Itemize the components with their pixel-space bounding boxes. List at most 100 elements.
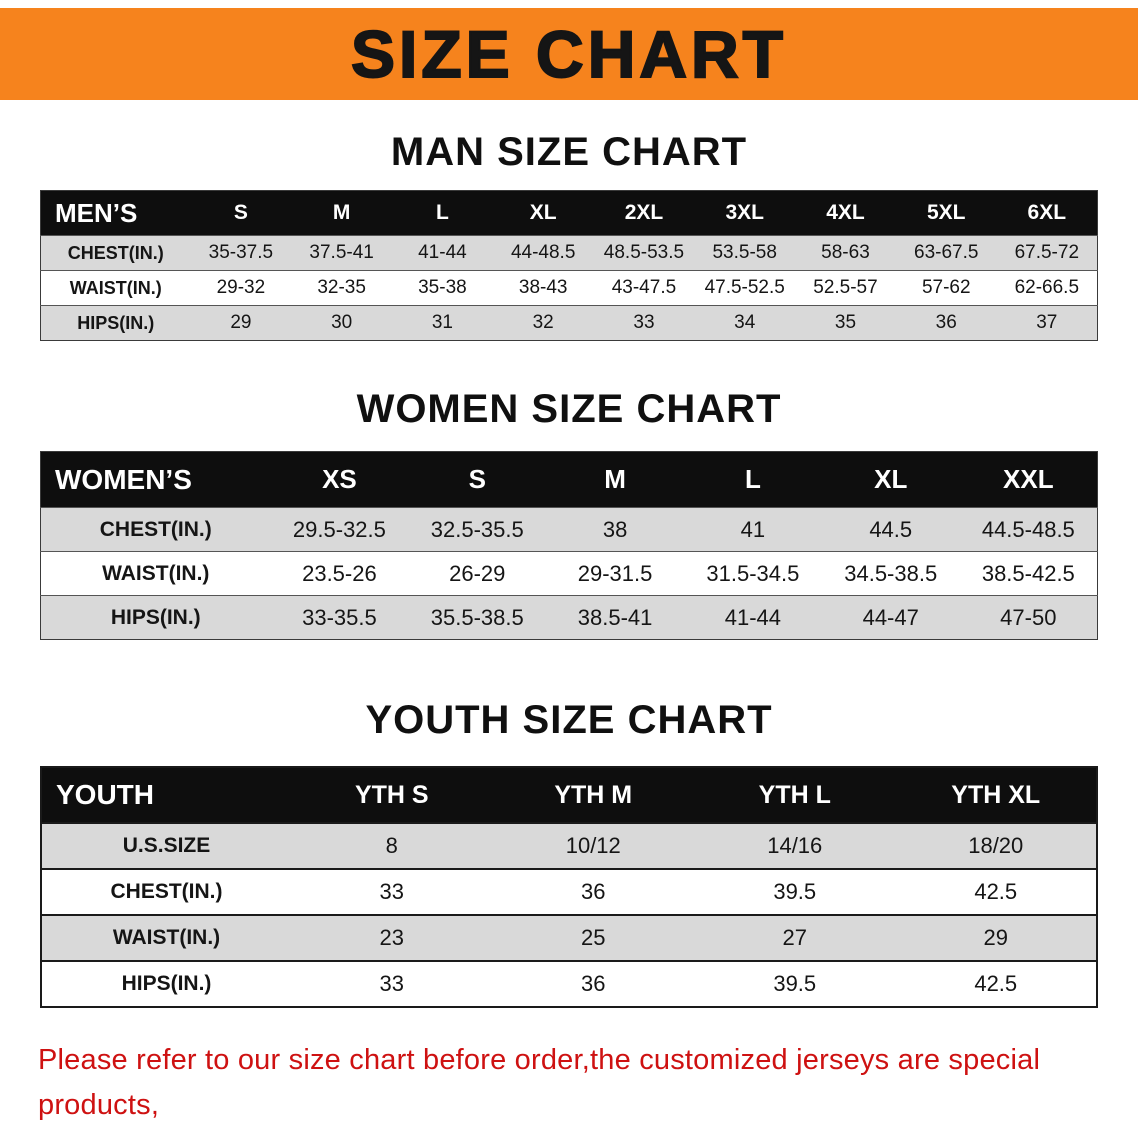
size-value: 27 — [782, 925, 807, 950]
row-label: CHEST(IN.) — [67, 242, 164, 263]
womens-size-table: WOMEN’S XS S M L XL XXL CHEST(IN.) 29.5-32.5 32.5… — [40, 451, 1098, 640]
table-corner-label: WOMEN’S — [40, 451, 271, 508]
size-value: 33 — [379, 971, 404, 996]
size-column-header: XS — [270, 451, 409, 508]
disclaimer-line-2: we don't accept cancel, change, teturn o… — [38, 1128, 1100, 1132]
size-value: 41-44 — [724, 604, 782, 630]
size-column-header: YTH L — [694, 767, 896, 823]
size-value: 34.5-38.5 — [844, 560, 938, 586]
disclaimer-note: Please refer to our size chart before or… — [0, 1038, 1138, 1132]
size-column-header: XL — [821, 451, 960, 508]
size-value: 36 — [935, 312, 957, 333]
page-title: SIZE CHART — [350, 17, 787, 91]
size-value: 67.5-72 — [1014, 242, 1080, 263]
size-column-header: S — [190, 190, 292, 236]
size-column-header: L — [683, 451, 822, 508]
size-value: 29.5-32.5 — [292, 516, 386, 542]
size-value: 32.5-35.5 — [430, 516, 524, 542]
size-value: 34 — [734, 312, 756, 333]
size-value: 35.5-38.5 — [430, 604, 524, 630]
size-column-header: YTH S — [291, 767, 493, 823]
row-label: HIPS(IN.) — [77, 312, 155, 333]
table-header-row: MEN’S S M L XL 2XL 3XL 4XL 5XL 6XL — [40, 190, 1098, 236]
size-value: 30 — [331, 312, 353, 333]
size-value: 35 — [834, 312, 857, 333]
size-column-header: S — [408, 451, 547, 508]
size-value: 57-62 — [921, 277, 971, 298]
disclaimer-line-1: Please refer to our size chart before or… — [38, 1044, 1041, 1121]
size-value: 33 — [633, 312, 655, 333]
size-value: 29 — [230, 312, 252, 333]
table-row: HIPS(IN.) 29 30 31 32 33 34 35 36 37 — [40, 305, 1098, 341]
table-row: WAIST(IN.) 23 25 27 29 — [41, 915, 1097, 961]
table-row: HIPS(IN.) 33-35.5 35.5-38.5 38.5-41 41-44 44-… — [40, 595, 1098, 640]
table-header-row: WOMEN’S XS S M L XL XXL — [40, 451, 1098, 508]
row-label: U.S.SIZE — [122, 834, 211, 857]
size-value: 37 — [1036, 312, 1058, 333]
men-section-heading: MAN SIZE CHART — [390, 130, 748, 174]
row-label: WAIST(IN.) — [102, 561, 210, 585]
size-value: 10/12 — [565, 833, 621, 858]
row-label: WAIST(IN.) — [112, 926, 221, 949]
row-label: HIPS(IN.) — [110, 605, 201, 629]
size-value: 53.5-58 — [712, 242, 777, 263]
table-row: U.S.SIZE 8 10/12 14/16 18/20 — [41, 823, 1097, 869]
size-value: 39.5 — [773, 971, 817, 996]
size-value: 63-67.5 — [914, 242, 979, 263]
table-row: WAIST(IN.) 29-32 32-35 35-38 38-43 43-47.5 47.… — [40, 270, 1098, 306]
table-corner-label: YOUTH — [41, 767, 291, 823]
size-value: 32-35 — [317, 277, 366, 298]
size-column-header: 5XL — [895, 190, 997, 236]
size-value: 38 — [602, 516, 628, 542]
size-value: 35-38 — [418, 277, 467, 298]
men-size-section: MAN SIZE CHART MEN’S S M L XL 2XL 3XL 4XL 5XL 6XL… — [0, 130, 1138, 341]
size-column-header: XL — [492, 190, 594, 236]
size-value: 62-66.5 — [1014, 277, 1080, 298]
size-value: 32 — [532, 312, 554, 333]
size-value: 38.5-41 — [577, 604, 653, 630]
size-value: 26-29 — [449, 560, 506, 586]
size-column-header: YTH XL — [895, 767, 1097, 823]
size-value: 14/16 — [767, 833, 823, 858]
women-section-heading: WOMEN SIZE CHART — [356, 387, 782, 431]
size-column-header: 2XL — [593, 190, 695, 236]
size-value: 25 — [581, 925, 606, 950]
women-size-section: WOMEN SIZE CHART WOMEN’S XS S M L XL XXL CHEST(… — [0, 387, 1138, 640]
size-value: 47-50 — [1000, 604, 1057, 630]
table-row: WAIST(IN.) 23.5-26 26-29 29-31.5 31.5-34.5 34… — [40, 551, 1098, 596]
size-value: 37.5-41 — [309, 242, 374, 263]
size-value: 31 — [431, 312, 453, 333]
size-value: 44-47 — [862, 604, 919, 630]
size-value: 44.5-48.5 — [981, 516, 1075, 542]
table-row: CHEST(IN.) 35-37.5 37.5-41 41-44 44-48.5 48.5… — [40, 235, 1098, 271]
size-value: 18/20 — [968, 833, 1024, 858]
size-column-header: M — [546, 451, 684, 508]
size-value: 44-48.5 — [510, 242, 576, 263]
size-value: 41 — [740, 516, 766, 542]
size-column-header: M — [291, 190, 393, 236]
size-value: 36 — [581, 879, 606, 904]
size-value: 29 — [983, 925, 1008, 950]
size-value: 36 — [581, 971, 606, 996]
table-row: CHEST(IN.) 33 36 39.5 42.5 — [41, 869, 1097, 915]
size-value: 8 — [385, 833, 398, 858]
size-value: 23 — [379, 925, 404, 950]
size-value: 41-44 — [418, 242, 467, 263]
size-value: 48.5-53.5 — [603, 242, 685, 263]
size-column-header: L — [392, 190, 493, 236]
size-column-header: 6XL — [996, 190, 1098, 236]
row-label: CHEST(IN.) — [110, 880, 223, 903]
mens-size-table: MEN’S S M L XL 2XL 3XL 4XL 5XL 6XL CHEST(IN.) 35-37… — [40, 190, 1098, 341]
size-value: 42.5 — [974, 879, 1018, 904]
size-chart-banner: SIZE CHART — [0, 8, 1138, 100]
size-value: 38-43 — [518, 277, 568, 298]
size-value: 43-47.5 — [611, 277, 677, 298]
size-value: 33 — [379, 879, 404, 904]
size-column-header: 3XL — [694, 190, 796, 236]
size-column-header: YTH M — [492, 767, 694, 823]
size-column-header: 4XL — [795, 190, 896, 236]
row-label: CHEST(IN.) — [99, 517, 212, 541]
size-value: 29-32 — [216, 277, 266, 298]
size-value: 38.5-42.5 — [981, 560, 1075, 586]
